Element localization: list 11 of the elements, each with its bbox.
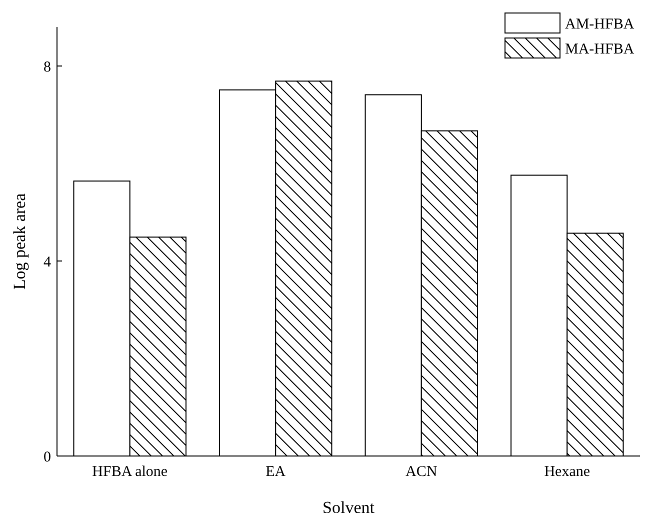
x-tick-label: Hexane	[544, 464, 590, 480]
legend-label: AM-HFBA	[565, 16, 634, 32]
y-axis-title: Log peak area	[10, 192, 29, 290]
y-tick-label: 8	[44, 59, 51, 76]
x-tick-label: ACN	[406, 464, 438, 480]
x-tick-label: HFBA alone	[92, 464, 168, 480]
y-tick-label: 4	[44, 254, 52, 270]
y-tick-label: 0	[44, 449, 51, 466]
legend-label: MA-HFBA	[565, 41, 634, 58]
x-tick-label: EA	[266, 464, 286, 480]
x-axis-title: Solvent	[322, 498, 375, 513]
